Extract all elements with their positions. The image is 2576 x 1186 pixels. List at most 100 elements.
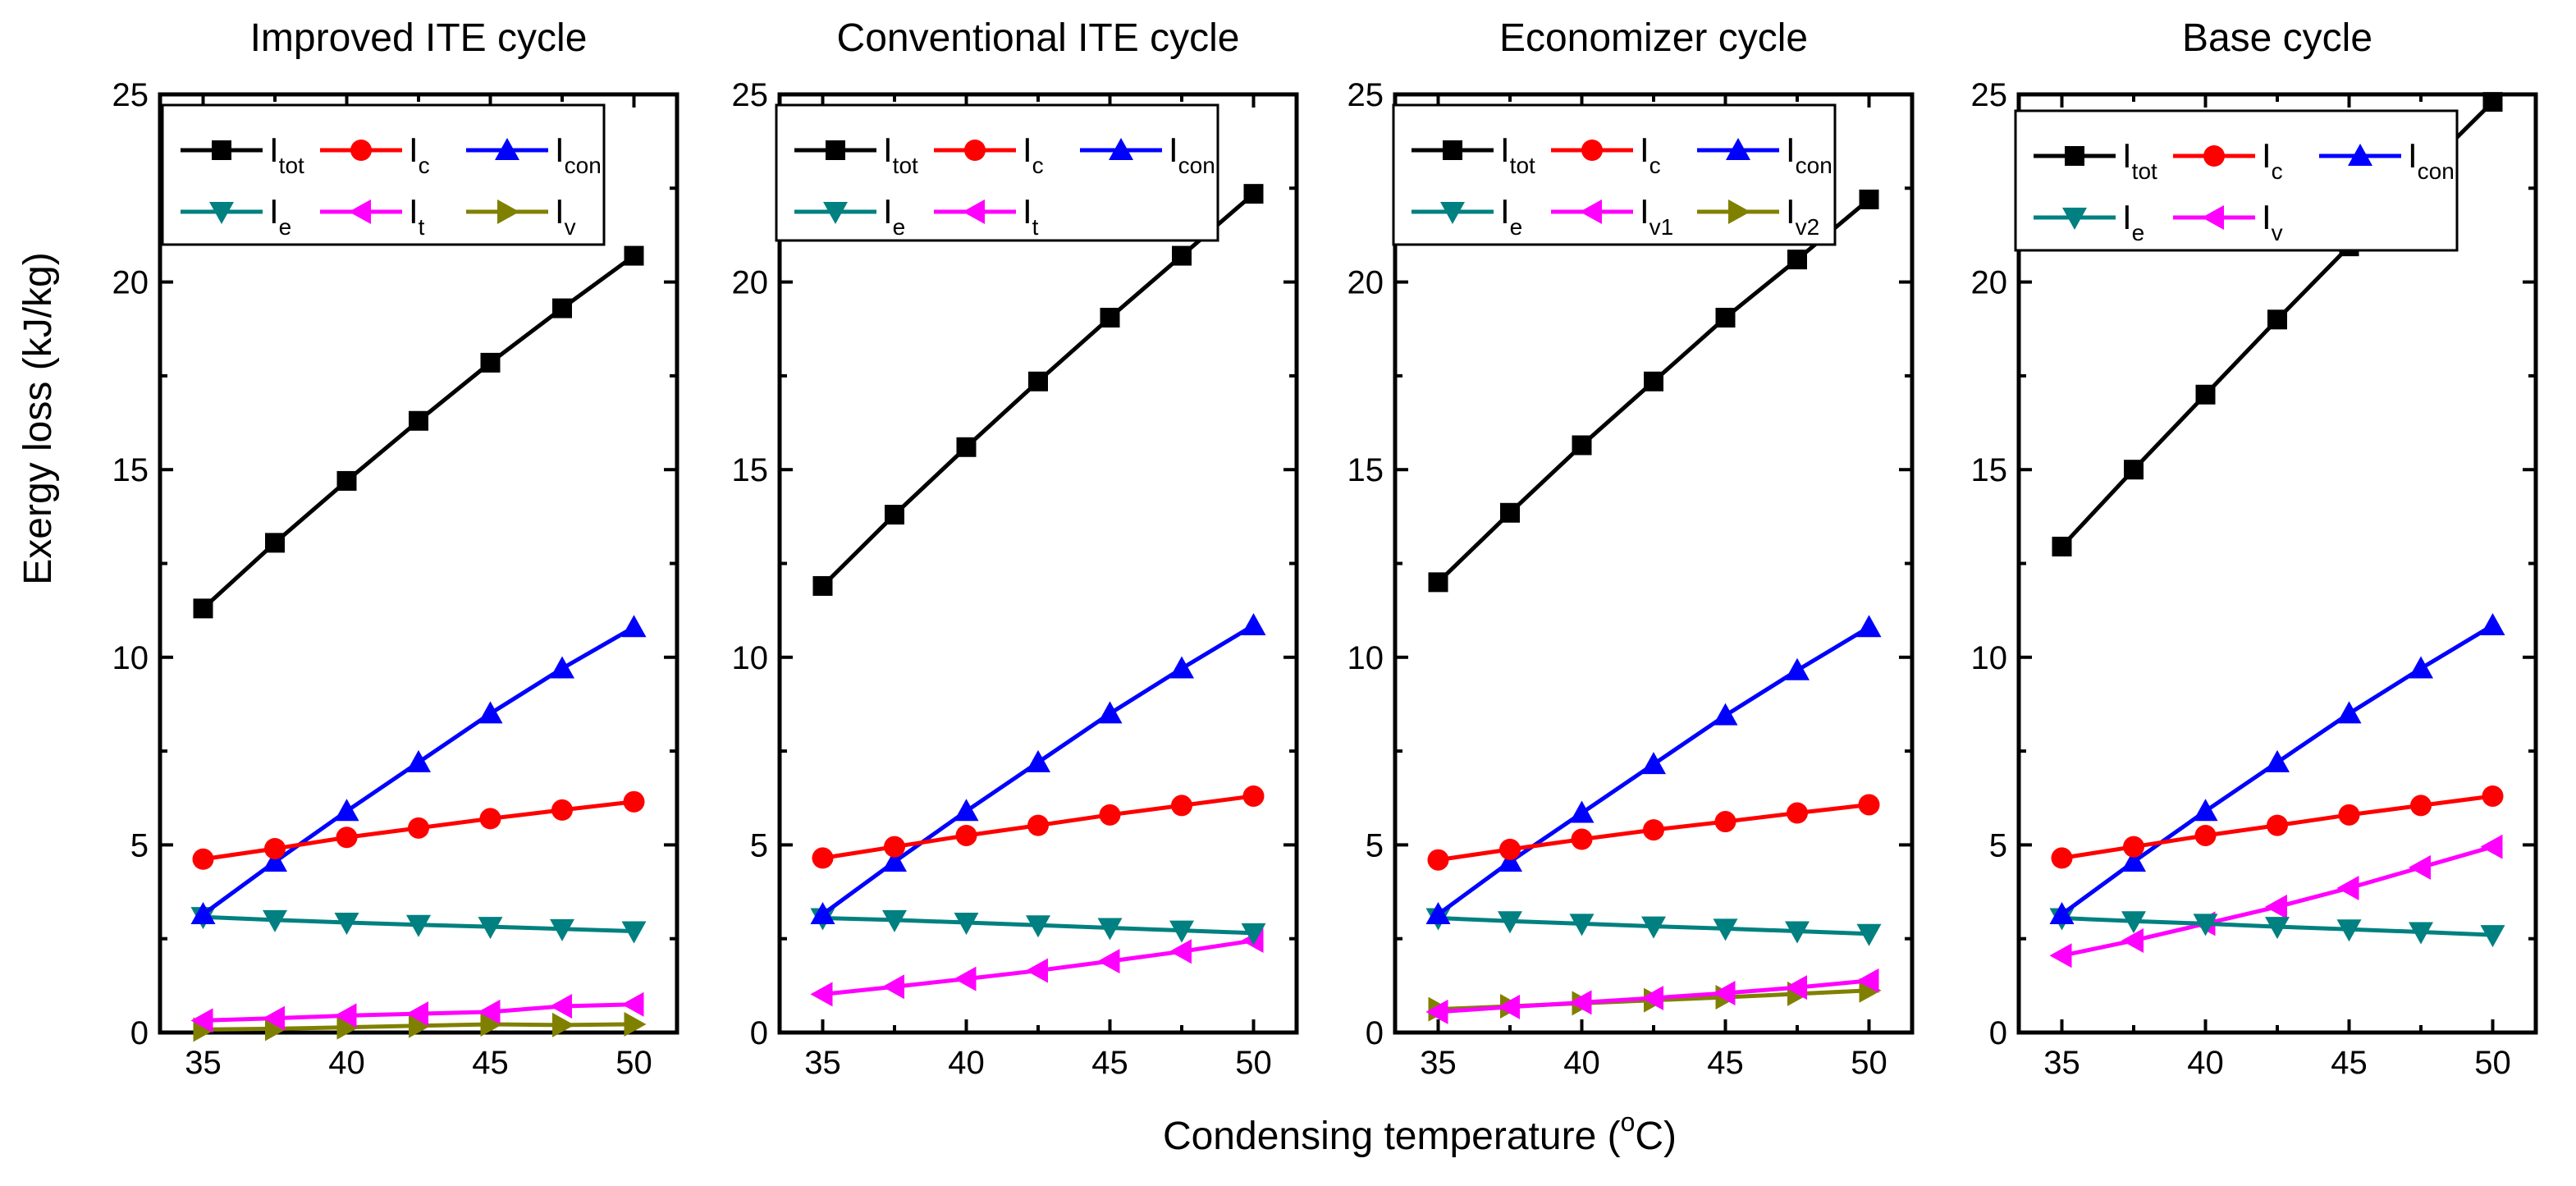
x-tick-label: 45 bbox=[472, 1045, 509, 1081]
legend-marker bbox=[1581, 140, 1603, 161]
legend-marker bbox=[495, 138, 519, 160]
series-i-t-point bbox=[550, 993, 572, 1019]
series-i-t-point bbox=[190, 1008, 213, 1033]
legend-label: Iv bbox=[2262, 198, 2283, 245]
series-i-tot-point bbox=[2052, 536, 2072, 556]
y-tick-label: 25 bbox=[732, 77, 769, 113]
series-i-tot-point bbox=[812, 575, 833, 596]
legend-label: It bbox=[1023, 192, 1039, 240]
series-i-v1-point bbox=[1498, 994, 1520, 1019]
x-tick-label: 45 bbox=[2331, 1045, 2368, 1081]
legend-label: Ie bbox=[1500, 192, 1522, 240]
series-i-tot-point bbox=[193, 598, 213, 619]
legend-marker bbox=[826, 140, 845, 160]
legend-item-i-e: Ie bbox=[181, 192, 291, 240]
legend-item-i-tot: Itot bbox=[794, 131, 918, 178]
series-i-t-point bbox=[406, 1001, 428, 1027]
series-i-e-point bbox=[1713, 918, 1738, 941]
series-i-c-point bbox=[1787, 802, 1808, 824]
legend-item-i-v1: Iv1 bbox=[1551, 192, 1673, 240]
series-i-tot-point bbox=[1859, 190, 1879, 210]
legend-marker bbox=[349, 199, 371, 224]
series-i-v1-point bbox=[1785, 975, 1807, 1001]
panel-title: Improved ITE cycle bbox=[250, 16, 588, 60]
series-i-t-point bbox=[478, 999, 501, 1024]
series-i-con-point bbox=[2265, 749, 2290, 772]
y-tick-label: 10 bbox=[1971, 640, 2008, 676]
series-i-v-point bbox=[2121, 927, 2144, 953]
legend-label: Iv1 bbox=[1640, 192, 1673, 240]
series-i-e-point bbox=[2121, 911, 2146, 934]
legend-item-i-c: Ic bbox=[2173, 136, 2283, 184]
series-i-con-point bbox=[1026, 749, 1050, 772]
legend-item-i-e: Ie bbox=[2034, 198, 2144, 245]
series-group bbox=[190, 245, 647, 1042]
series-i-con-point bbox=[1856, 615, 1882, 638]
series-i-v1-point bbox=[1856, 968, 1879, 993]
legend-item-i-c: Ic bbox=[1551, 131, 1661, 178]
legend-box bbox=[2014, 109, 2459, 252]
series-i-tot-point bbox=[956, 437, 977, 457]
series-i-tot-point bbox=[2124, 460, 2144, 480]
series-i-v1-point bbox=[1641, 985, 1663, 1010]
series-i-c-point bbox=[623, 790, 645, 813]
series-i-v-point bbox=[2409, 854, 2431, 880]
series-i-con-point bbox=[1097, 701, 1123, 724]
series-i-v-point bbox=[2265, 894, 2287, 919]
y-tick-label: 25 bbox=[1971, 77, 2008, 113]
series-i-tot-point bbox=[2195, 384, 2216, 405]
series-i-c-point bbox=[1858, 794, 1880, 816]
series-group bbox=[1425, 190, 1882, 1024]
series-i-c-point bbox=[1242, 785, 1265, 807]
series-i-e-point bbox=[1856, 923, 1882, 946]
series-i-v-point bbox=[2336, 875, 2359, 900]
x-tick-label: 35 bbox=[804, 1045, 841, 1081]
x-tick-label: 45 bbox=[1091, 1045, 1128, 1081]
series-i-e-point bbox=[2265, 917, 2290, 940]
legend-box bbox=[161, 103, 606, 246]
series-i-c-point bbox=[479, 808, 501, 830]
legend-marker bbox=[1109, 138, 1133, 160]
series-i-v-point bbox=[2480, 834, 2503, 859]
series-i-v-point bbox=[480, 1011, 503, 1037]
legend: Itot Ic Icon Ie It bbox=[775, 103, 1219, 242]
legend-label: Itot bbox=[1500, 131, 1535, 178]
series-i-con-point bbox=[263, 849, 287, 872]
series-i-t-point bbox=[954, 966, 977, 991]
legend-label: It bbox=[409, 192, 425, 240]
legend-box bbox=[1392, 103, 1837, 246]
legend-item-i-t: It bbox=[320, 192, 425, 240]
legend-marker bbox=[212, 140, 231, 160]
series-i-t-point bbox=[882, 974, 904, 1000]
y-tick-label: 5 bbox=[1366, 827, 1384, 863]
series-i-tot-point bbox=[1028, 371, 1048, 392]
series-i-con-point bbox=[810, 901, 835, 924]
series-i-e-point bbox=[1026, 915, 1050, 938]
series-i-c-point bbox=[408, 817, 429, 839]
series-i-c-point bbox=[884, 836, 905, 858]
series-i-e-point bbox=[1641, 916, 1666, 939]
series-i-tot-point bbox=[409, 410, 428, 431]
series-i-tot-point bbox=[1243, 184, 1264, 204]
legend-item-i-v: Iv bbox=[466, 192, 576, 240]
panel-economizer-cycle: Economizer cycle 0 5 10 15 20 25 35 40 45 50 Itot Ic… bbox=[1347, 16, 1915, 1081]
legend-label: Itot bbox=[883, 131, 918, 178]
y-tick-label: 20 bbox=[1347, 265, 1384, 301]
series-i-c-point bbox=[955, 824, 977, 846]
legend-marker bbox=[2062, 208, 2087, 230]
series-i-con-point bbox=[550, 656, 574, 679]
series-i-tot-point bbox=[2482, 92, 2503, 112]
series-i-v-point bbox=[336, 1014, 359, 1040]
legend: Itot Ic Icon Ie Iv1 Iv2 bbox=[1392, 103, 1837, 246]
legend-item-i-c: Ic bbox=[934, 131, 1044, 178]
x-tick-label: 45 bbox=[1707, 1045, 1744, 1081]
series-i-c-point bbox=[1714, 811, 1736, 833]
series-i-tot-point bbox=[480, 352, 501, 373]
legend-marker bbox=[2202, 205, 2224, 230]
series-i-c-point bbox=[1643, 819, 1664, 841]
series-i-v-point bbox=[2049, 943, 2072, 968]
series-i-e-point bbox=[1169, 920, 1194, 943]
series-i-con-point bbox=[2049, 901, 2075, 924]
series-i-con-point bbox=[1425, 901, 1451, 924]
